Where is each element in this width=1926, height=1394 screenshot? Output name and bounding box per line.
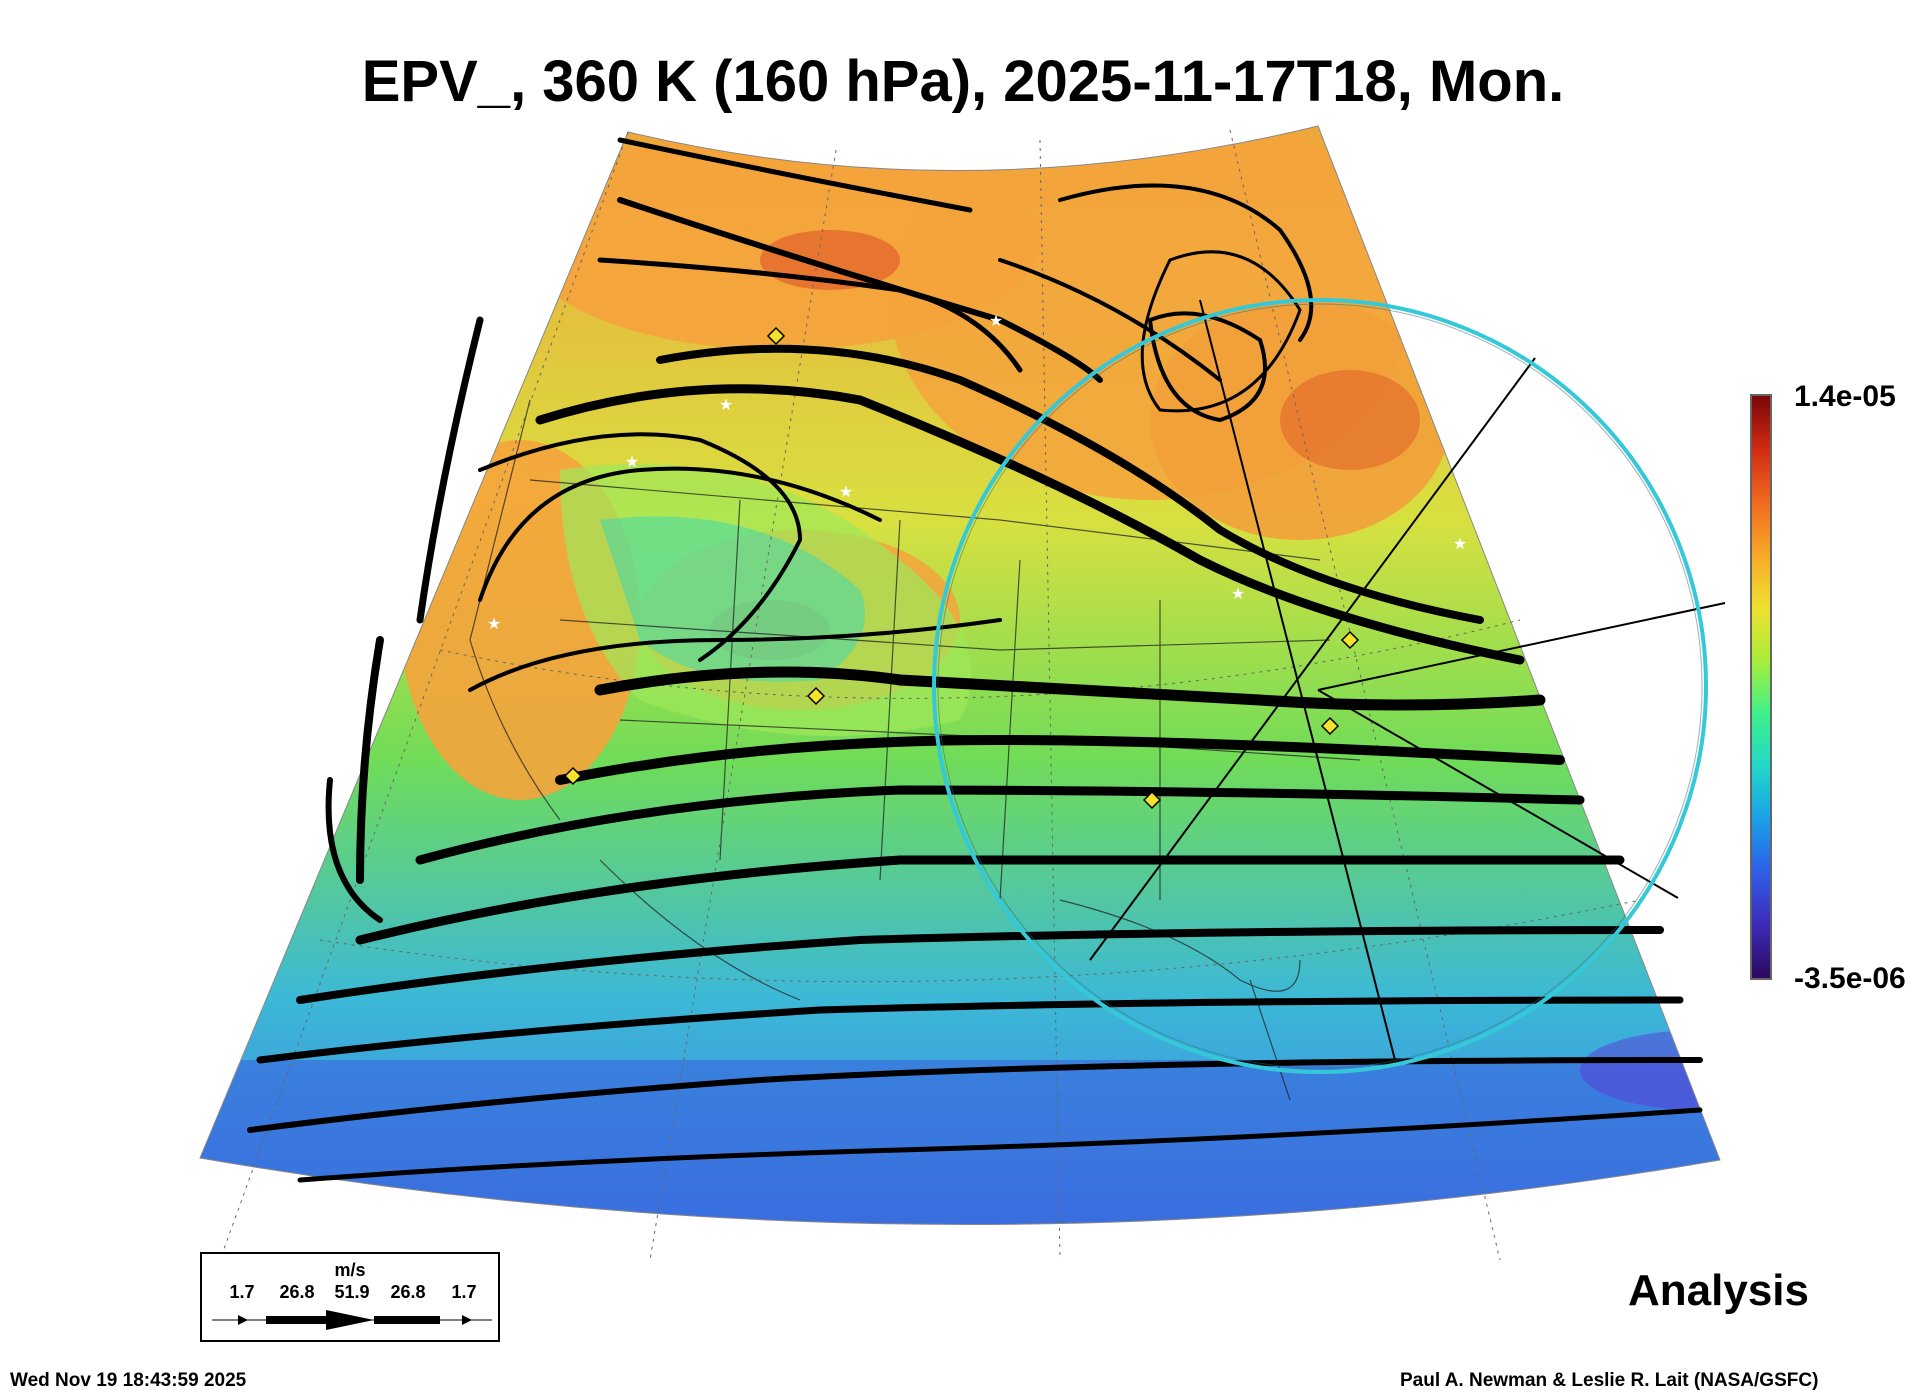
cross-section-lines (1089, 299, 1726, 1061)
svg-text:★: ★ (1453, 534, 1467, 553)
wind-legend-value: 26.8 (390, 1282, 426, 1302)
colorbar (1750, 394, 1772, 980)
wind-legend-value: 26.8 (279, 1282, 315, 1302)
svg-text:★: ★ (989, 311, 1003, 330)
wind-legend-value: 51.9 (334, 1282, 370, 1302)
map-title: EPV_, 360 K (160 hPa), 2025-11-17T18, Mo… (361, 49, 1565, 114)
streamlines (247, 137, 1703, 1183)
colorbar-max-label: 1.4e-05 (1794, 380, 1896, 413)
svg-text:★: ★ (839, 482, 853, 501)
svg-text:★: ★ (719, 395, 733, 414)
station-stars: ★ ★ ★ ★ ★ ★ ★ (487, 311, 1467, 633)
range-circle (932, 298, 1708, 1074)
wind-legend-arrow (212, 1310, 492, 1330)
svg-text:★: ★ (625, 452, 639, 471)
wind-legend-value: 1.7 (229, 1282, 255, 1302)
analysis-label: Analysis (1628, 1266, 1809, 1315)
timestamp: Wed Nov 19 18:43:59 2025 (10, 1370, 247, 1391)
svg-text:★: ★ (487, 614, 501, 633)
state-boundaries (469, 399, 1361, 1101)
wind-legend-unit: m/s (334, 1260, 366, 1280)
graticule (219, 129, 1641, 1261)
station-diamonds (563, 326, 1360, 810)
wind-legend-value: 1.7 (451, 1282, 477, 1302)
credit: Paul A. Newman & Leslie R. Lait (NASA/GS… (1400, 1370, 1819, 1391)
svg-text:★: ★ (1231, 584, 1245, 603)
wind-legend: m/s 1.7 26.8 51.9 26.8 1.7 (200, 1252, 500, 1342)
colorbar-min-label: -3.5e-06 (1794, 962, 1906, 995)
